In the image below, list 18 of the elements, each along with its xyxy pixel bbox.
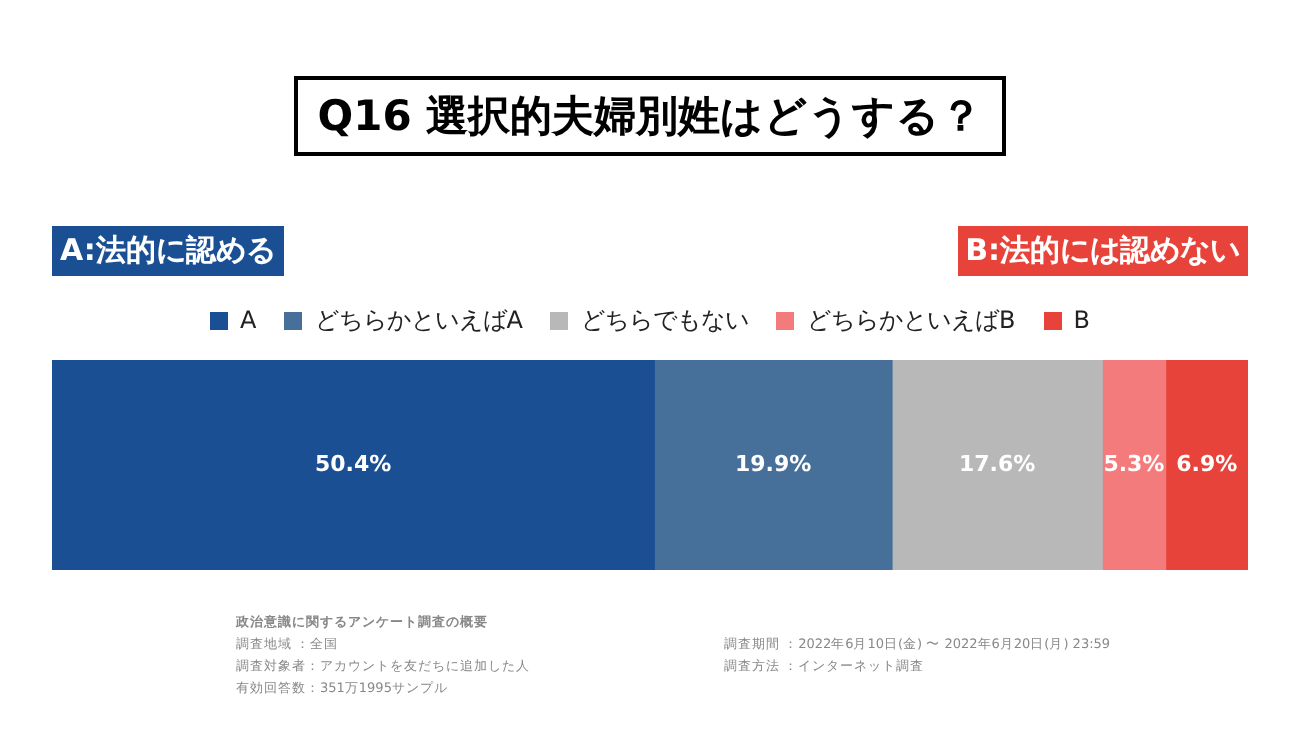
bar [653, 360, 893, 570]
data-label: 50.4% [314, 450, 392, 477]
text: A:法的に認める [52, 226, 284, 276]
data-label: 19.9% [734, 450, 812, 477]
legend-label: どちらでもない [578, 306, 749, 334]
legend-label: A [238, 306, 257, 334]
data-label: 6.9% [1176, 450, 1238, 477]
bar [1164, 360, 1248, 570]
chart-title: Q16 選択的夫婦別姓はどうする？ [293, 76, 1007, 156]
legend-label: B [1071, 306, 1090, 334]
text: B:法的には認めない [957, 226, 1248, 276]
legend-label: どちらかといえばB [804, 306, 1016, 334]
data-label: 5.3% [1103, 450, 1165, 477]
bar [1101, 360, 1167, 570]
bar [52, 360, 655, 570]
bar [891, 360, 1103, 570]
data-label: 17.6% [958, 450, 1036, 477]
legend-label: どちらかといえばA [312, 306, 523, 334]
